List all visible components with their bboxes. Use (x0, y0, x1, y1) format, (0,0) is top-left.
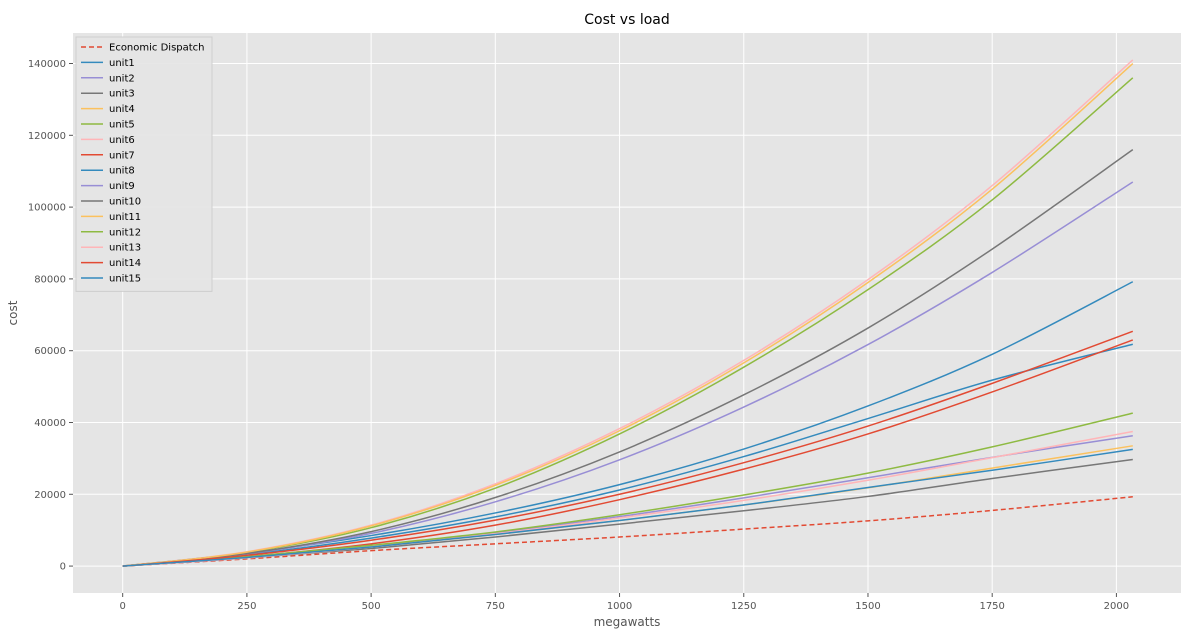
legend-label: unit1 (109, 58, 135, 69)
x-tick-label: 1250 (731, 601, 756, 612)
axis-ticks: 0 250 500 750 1000 1250 1500 1750 20000200004000… (28, 59, 1129, 612)
series-line-unit11 (122, 62, 1134, 567)
x-tick-label: 1500 (855, 601, 880, 612)
x-tick-label: 2000 (1104, 601, 1129, 612)
legend-label: unit4 (109, 104, 135, 115)
legend-label: unit10 (109, 197, 141, 208)
series-line-unit14 (122, 330, 1134, 567)
x-tick-label: 250 (237, 601, 256, 612)
series-line-unit12 (122, 412, 1133, 567)
plot-background (73, 33, 1181, 593)
y-tick-label: 0 (60, 562, 66, 573)
legend-label: unit14 (109, 258, 141, 269)
y-tick-label: 120000 (28, 131, 66, 142)
series-line-unit15 (122, 448, 1133, 567)
legend-label: unit11 (109, 212, 141, 223)
y-tick-label: 80000 (34, 274, 66, 285)
x-tick-label: 1750 (979, 601, 1004, 612)
legend-label: unit12 (109, 227, 141, 238)
y-tick-label: 140000 (28, 59, 66, 70)
x-tick-label: 500 (362, 601, 381, 612)
y-axis-label: cost (6, 300, 20, 325)
y-tick-label: 40000 (34, 418, 66, 429)
legend: Economic Dispatch unit1 unit2 unit3 unit4 uni… (75, 36, 213, 292)
legend-label: unit6 (109, 135, 135, 146)
x-axis-label: megawatts (594, 615, 661, 629)
y-tick-label: 60000 (34, 346, 66, 357)
grid (73, 33, 1181, 593)
series-line-unit10 (122, 149, 1134, 567)
legend-label: unit5 (109, 120, 135, 131)
legend-label: unit7 (109, 150, 135, 161)
series-line-unit5 (122, 77, 1134, 567)
x-tick-label: 750 (486, 601, 505, 612)
series-lines (122, 59, 1134, 567)
chart-title: Cost vs load (584, 12, 670, 28)
y-tick-label: 100000 (28, 203, 66, 214)
series-line-unit1 (122, 343, 1133, 567)
legend-box (75, 36, 213, 292)
x-tick-label: 1000 (607, 601, 632, 612)
legend-label: Economic Dispatch (109, 43, 205, 54)
x-tick-label: 0 (119, 601, 125, 612)
legend-label: unit13 (109, 243, 141, 254)
y-tick-label: 20000 (34, 490, 66, 501)
legend-label: unit2 (109, 73, 135, 84)
series-line-economic-dispatch (122, 496, 1133, 567)
legend-label: unit9 (109, 181, 135, 192)
legend-label: unit15 (109, 274, 141, 285)
legend-label: unit3 (109, 89, 135, 100)
legend-label: unit8 (109, 166, 135, 177)
